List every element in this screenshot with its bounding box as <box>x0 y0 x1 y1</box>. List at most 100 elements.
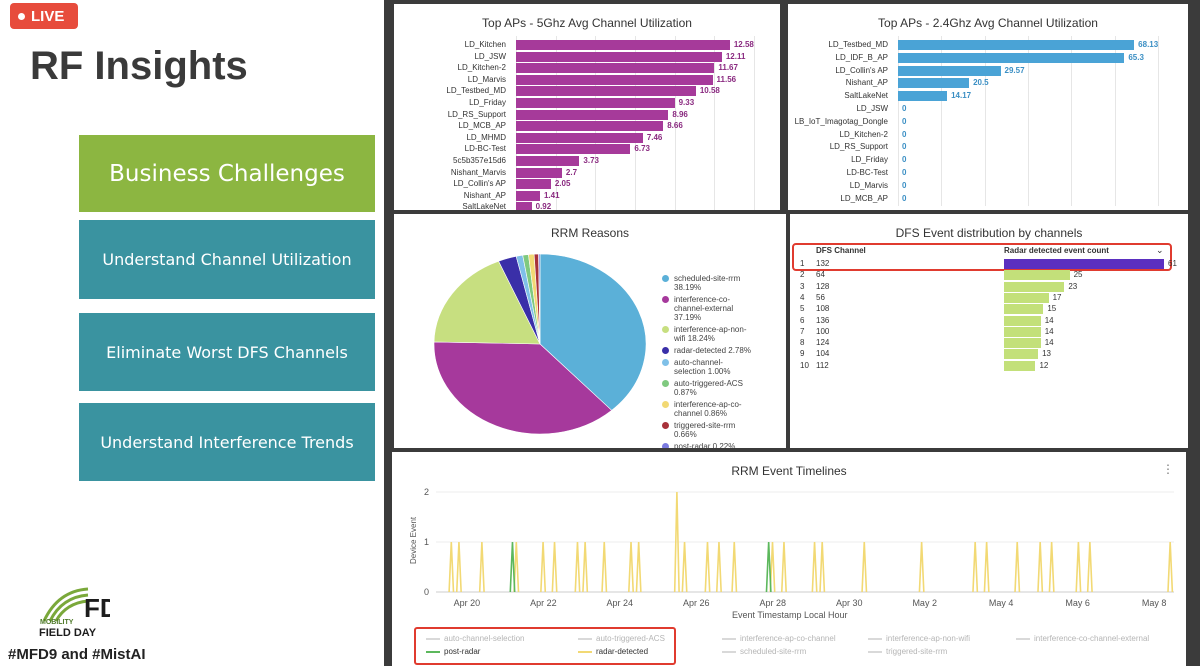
bar <box>898 52 1125 63</box>
bar-label: LD_Testbed_MD <box>828 40 888 49</box>
grid-line <box>674 36 676 210</box>
bar-label: LD_Friday <box>851 155 888 165</box>
legend-swatch <box>578 638 592 640</box>
grid-line <box>1071 36 1073 207</box>
count-bar <box>1004 315 1041 326</box>
bar-value: 11.67 <box>718 63 738 73</box>
series-spike <box>811 541 818 593</box>
panel-rrm-reasons: RRM Reasons scheduled-site-rrm 38.19% inte… <box>394 214 786 448</box>
legend-label: interference-ap-non-wifi <box>886 634 971 643</box>
series-spike <box>509 541 516 593</box>
bar-label: LD_Kitchen-2 <box>457 63 506 73</box>
bar-value: 29.57 <box>1004 65 1025 75</box>
y-axis-label: Device Event <box>409 516 418 564</box>
legend-text: triggered-site-rrm <box>674 421 736 430</box>
rrm-timeline-chart: 0 1 2 Apr 20 Apr 22 Apr 24 Apr 26 Apr 28 Apr 30 M… <box>409 487 1174 620</box>
logo-subtitle: MOBILITY <box>40 619 74 626</box>
more-options-icon[interactable]: ⋮ <box>1162 462 1174 476</box>
count-value: 14 <box>1044 338 1054 348</box>
count-value: 14 <box>1044 315 1054 325</box>
count-bar <box>1004 304 1044 315</box>
panel-5ghz-utilization: Top APs - 5Ghz Avg Channel Utilization L… <box>394 4 780 210</box>
series-spike <box>455 541 462 593</box>
series-spike <box>1014 541 1021 593</box>
x-tick-label: May 6 <box>1065 598 1090 608</box>
row-index: 7 <box>800 326 805 336</box>
bar <box>516 167 562 178</box>
legend-dot <box>662 443 669 448</box>
legend-label: interference-ap-co-channel <box>740 634 836 643</box>
bar-value: 2.05 <box>554 179 571 189</box>
y-tick-label: 0 <box>424 587 429 597</box>
grid-line <box>1028 36 1029 207</box>
bar <box>516 109 669 120</box>
row-index: 5 <box>800 304 805 314</box>
mobility-field-day-logo-icon: FD <box>42 587 110 623</box>
legend-text: 37.19% <box>674 313 702 322</box>
legend-swatch <box>1016 638 1030 640</box>
count-bar <box>1004 259 1164 269</box>
live-dot-icon <box>18 12 25 20</box>
dfs-channel: 136 <box>816 315 830 325</box>
grid-line <box>984 36 986 207</box>
dfs-channel: 56 <box>816 292 825 302</box>
bar-value: 9.33 <box>678 98 695 107</box>
legend-text: post-radar 0.22% <box>674 442 736 448</box>
legend-text: interference-co- <box>674 295 731 304</box>
legend-swatch <box>868 638 882 640</box>
chart-title-dfs: DFS Event distribution by channels <box>895 226 1083 240</box>
pie-slice <box>538 254 541 345</box>
legend-text: auto-triggered-ACS <box>674 379 743 388</box>
hashtags: #MFD9 and #MistAI <box>8 646 146 663</box>
bar-value: 0 <box>902 193 907 203</box>
count-bar <box>1004 292 1049 303</box>
logo-title: FIELD DAY <box>39 627 97 639</box>
chart-title-rrm-timelines: RRM Event Timelines <box>731 464 847 478</box>
bar-value: 14.17 <box>951 91 972 101</box>
legend-text: scheduled-site-rrm <box>674 274 741 283</box>
bar-label: LD_JSW <box>856 104 888 113</box>
bar <box>516 121 664 132</box>
bar <box>898 65 1001 76</box>
y-tick-label: 2 <box>424 487 429 497</box>
legend-swatch <box>426 651 440 653</box>
bar-label: Nishant_Marvis <box>450 167 506 177</box>
bar-label: LD_Friday <box>469 98 506 107</box>
series-spike <box>765 541 772 593</box>
chart-title-24ghz: Top APs - 2.4Ghz Avg Channel Utilization <box>878 16 1098 30</box>
count-bar <box>1004 338 1041 349</box>
chevron-down-icon: ⌄ <box>1156 245 1164 255</box>
bar-value: 1.41 <box>543 190 560 200</box>
row-index: 4 <box>800 292 805 302</box>
series-spike <box>769 541 776 593</box>
grid-line <box>1158 36 1159 207</box>
count-value: 13 <box>1042 349 1051 359</box>
legend-label: auto-channel-selection <box>444 634 525 643</box>
legend-dot <box>662 359 669 366</box>
bar-label: LD_Collin's AP <box>835 65 888 75</box>
bar-label: LD_IDF_B_AP <box>835 52 888 62</box>
bar <box>516 40 730 50</box>
dfs-channel: 64 <box>816 270 825 280</box>
row-index: 2 <box>800 270 805 280</box>
count-bar <box>1004 281 1065 292</box>
legend-text: selection 1.00% <box>674 367 731 376</box>
legend-dot <box>662 275 669 282</box>
grid-line <box>714 36 716 210</box>
channel-utilization-box: Understand Channel Utilization <box>79 220 375 299</box>
series-spike <box>780 541 787 593</box>
series-spike <box>635 541 642 593</box>
count-value: 15 <box>1047 304 1057 314</box>
legend-text: interference-ap-non- <box>674 325 747 334</box>
bar-value: 2.7 <box>565 167 578 177</box>
x-tick-label: Apr 26 <box>683 598 710 608</box>
table-highlight-frame <box>792 243 1172 271</box>
chart-title-rrm-reasons: RRM Reasons <box>550 226 630 240</box>
bar-value: 0 <box>902 180 907 190</box>
legend-text: wifi 18.24% <box>674 334 715 343</box>
legend-swatch <box>722 651 736 653</box>
series-spike <box>972 541 979 593</box>
legend-dot <box>662 347 669 354</box>
row-index: 6 <box>800 315 805 325</box>
